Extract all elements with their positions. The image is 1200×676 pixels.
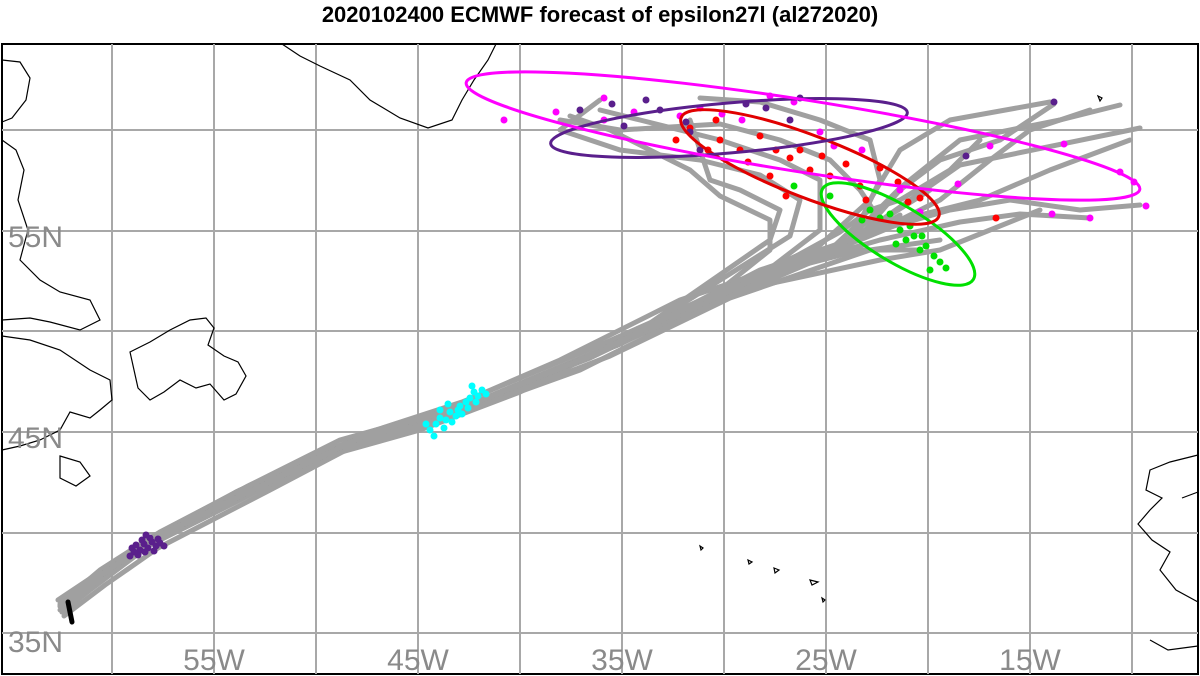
coastlines: [1, 43, 1199, 651]
stage1-points: [126, 531, 168, 560]
initial-position-marker: [65, 599, 75, 625]
lon-label-15w: 15W: [999, 644, 1061, 676]
stage6-ellipse: [464, 70, 1142, 202]
map-title: 2020102400 ECMWF forecast of epsilon27l …: [321, 2, 879, 27]
stage3-points: [790, 182, 950, 274]
lon-label-25w: 25W: [795, 644, 857, 676]
stage3-ellipse: [819, 181, 977, 287]
ensemble-tracks: [55, 95, 1143, 619]
lon-label-55w: 55W: [183, 644, 245, 676]
lon-label-45w: 45W: [387, 644, 449, 676]
map-frame: [1, 43, 1199, 675]
stage4-ellipse: [679, 108, 941, 226]
stage5-ellipse: [549, 97, 909, 159]
lat-label-35n: 35N: [8, 626, 63, 659]
lat-label-45n: 45N: [8, 422, 63, 455]
stage2-points: [422, 382, 490, 440]
lat-label-55n: 55N: [8, 221, 63, 254]
lon-label-35w: 35W: [591, 644, 653, 676]
